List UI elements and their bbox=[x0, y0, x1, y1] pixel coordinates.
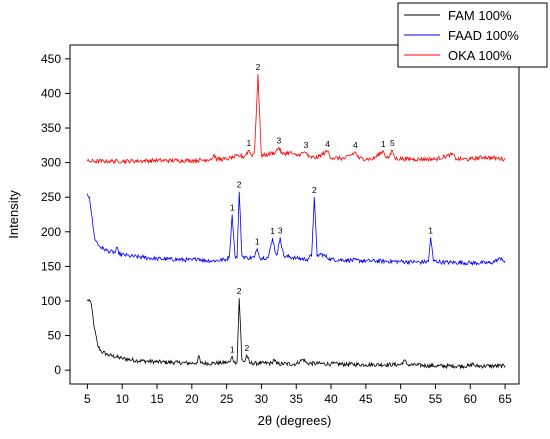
y-tick-label: 200 bbox=[41, 225, 61, 239]
x-axis-ticks: 5 10 15 20 25 30 35 40 45 50 55 60 65 bbox=[84, 384, 512, 406]
peak-label: 4 bbox=[325, 139, 330, 149]
series-line-0 bbox=[87, 298, 506, 370]
series-layer bbox=[87, 74, 506, 370]
plot-frame bbox=[69, 44, 520, 385]
y-tick-label: 100 bbox=[41, 294, 61, 308]
x-tick-label: 50 bbox=[394, 392, 408, 406]
y-tick-label: 50 bbox=[48, 329, 62, 343]
x-tick-label: 25 bbox=[220, 392, 234, 406]
y-tick-label: 150 bbox=[41, 259, 61, 273]
y-tick-label: 350 bbox=[41, 121, 61, 135]
x-tick-label: 20 bbox=[185, 392, 199, 406]
x-tick-label: 10 bbox=[116, 392, 130, 406]
peak-label: 1 bbox=[230, 203, 235, 213]
y-tick-label: 0 bbox=[54, 363, 61, 377]
peak-label: 1 bbox=[230, 344, 235, 354]
peak-label: 2 bbox=[312, 185, 317, 195]
legend-label-oka: OKA 100% bbox=[448, 48, 512, 63]
x-tick-label: 45 bbox=[359, 392, 373, 406]
peak-label: 3 bbox=[304, 140, 309, 150]
peak-label: 3 bbox=[276, 135, 281, 145]
peak-label: 1 bbox=[428, 225, 433, 235]
x-tick-label: 60 bbox=[464, 392, 478, 406]
peak-label: 1 bbox=[381, 139, 386, 149]
peak-label: 3 bbox=[278, 225, 283, 235]
x-tick-label: 30 bbox=[255, 392, 269, 406]
x-tick-label: 40 bbox=[324, 392, 338, 406]
x-tick-label: 35 bbox=[290, 392, 304, 406]
peak-label: 2 bbox=[237, 180, 242, 190]
legend-label-fam: FAM 100% bbox=[448, 8, 512, 23]
x-tick-label: 55 bbox=[429, 392, 443, 406]
y-tick-label: 450 bbox=[41, 52, 61, 66]
x-tick-label: 65 bbox=[498, 392, 512, 406]
x-tick-label: 15 bbox=[150, 392, 164, 406]
peak-label: 1 bbox=[270, 226, 275, 236]
y-tick-label: 400 bbox=[41, 86, 61, 100]
peak-label: 1 bbox=[255, 236, 260, 246]
legend: FAM 100% FAAD 100% OKA 100% bbox=[397, 2, 548, 68]
peak-label: 1 bbox=[247, 138, 252, 148]
peak-label: 2 bbox=[256, 62, 261, 72]
x-tick-label: 5 bbox=[84, 392, 91, 406]
peak-label: 5 bbox=[390, 138, 395, 148]
x-axis-title: 2θ (degrees) bbox=[258, 413, 332, 428]
series-line-1 bbox=[87, 191, 506, 267]
y-tick-label: 250 bbox=[41, 190, 61, 204]
y-axis-ticks: 0 50 100 150 200 250 300 350 400 450 bbox=[41, 52, 70, 377]
peak-label: 4 bbox=[353, 140, 358, 150]
y-axis-title: Intensity bbox=[6, 190, 21, 239]
peak-label: 2 bbox=[244, 343, 249, 353]
peak-label: 2 bbox=[237, 286, 242, 296]
series-line-2 bbox=[87, 74, 506, 165]
legend-label-faad: FAAD 100% bbox=[448, 28, 519, 43]
y-tick-label: 300 bbox=[41, 156, 61, 170]
